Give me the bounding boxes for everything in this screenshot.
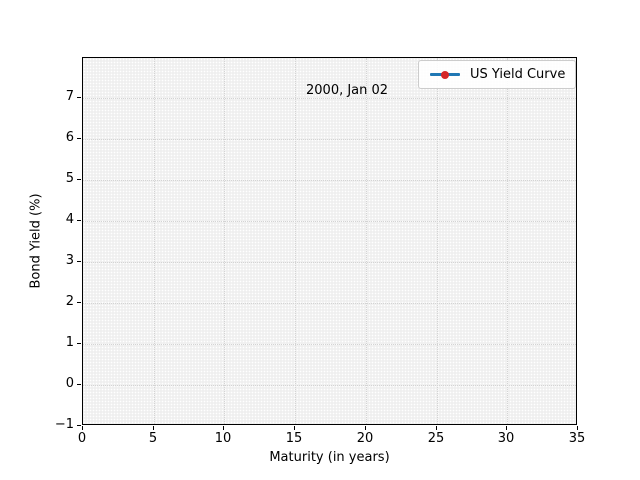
y-tick-mark [77,97,81,98]
y-tick-label: 4 [65,212,74,227]
gridline-horizontal [83,221,576,222]
gridline-horizontal [83,262,576,263]
x-tick-mark [436,426,437,430]
x-tick-label: 35 [568,431,586,446]
y-tick-label: 2 [65,294,74,309]
x-tick-mark [82,426,83,430]
y-tick-label: 6 [65,130,74,145]
y-tick-mark [77,261,81,262]
y-tick-mark [77,220,81,221]
marker-dot-icon [441,70,449,79]
x-tick-label: 10 [214,431,232,446]
y-tick-mark [77,343,81,344]
y-tick-mark [77,179,81,180]
gridline-horizontal [83,385,576,386]
x-tick-label: 25 [427,431,445,446]
y-tick-label: 3 [65,253,74,268]
y-tick-mark [77,302,81,303]
x-tick-label: 15 [285,431,303,446]
gridline-horizontal [83,98,576,99]
y-tick-label: −1 [54,417,74,432]
y-tick-mark [77,138,81,139]
date-annotation: 2000, Jan 02 [306,83,389,98]
y-tick-label: 1 [65,335,74,350]
legend-line-marker-sample [430,70,460,79]
y-axis-title: Bond Yield (%) [28,193,44,289]
gridline-vertical [437,58,438,424]
y-tick-mark [77,425,81,426]
legend: US Yield Curve [418,60,577,89]
gridline-horizontal [83,139,576,140]
x-tick-label: 0 [77,431,87,446]
y-tick-label: 0 [65,376,74,391]
gridline-horizontal [83,344,576,345]
x-axis-title: Maturity (in years) [269,450,390,465]
x-tick-mark [506,426,507,430]
gridline-vertical [507,58,508,424]
x-tick-label: 30 [497,431,515,446]
gridline-horizontal [83,180,576,181]
plot-area: 2000, Jan 02 US Yield Curve [82,57,577,425]
x-tick-mark [153,426,154,430]
gridline-vertical [154,58,155,424]
y-tick-label: 5 [65,171,74,186]
gridline-vertical [295,58,296,424]
x-tick-label: 5 [148,431,158,446]
gridline-horizontal [83,303,576,304]
x-tick-mark [365,426,366,430]
x-tick-mark [294,426,295,430]
gridline-vertical [366,58,367,424]
y-tick-mark [77,384,81,385]
x-tick-mark [223,426,224,430]
gridline-vertical [224,58,225,424]
x-tick-mark [577,426,578,430]
y-tick-label: 7 [65,89,74,104]
x-tick-label: 20 [356,431,374,446]
legend-label: US Yield Curve [470,67,566,82]
